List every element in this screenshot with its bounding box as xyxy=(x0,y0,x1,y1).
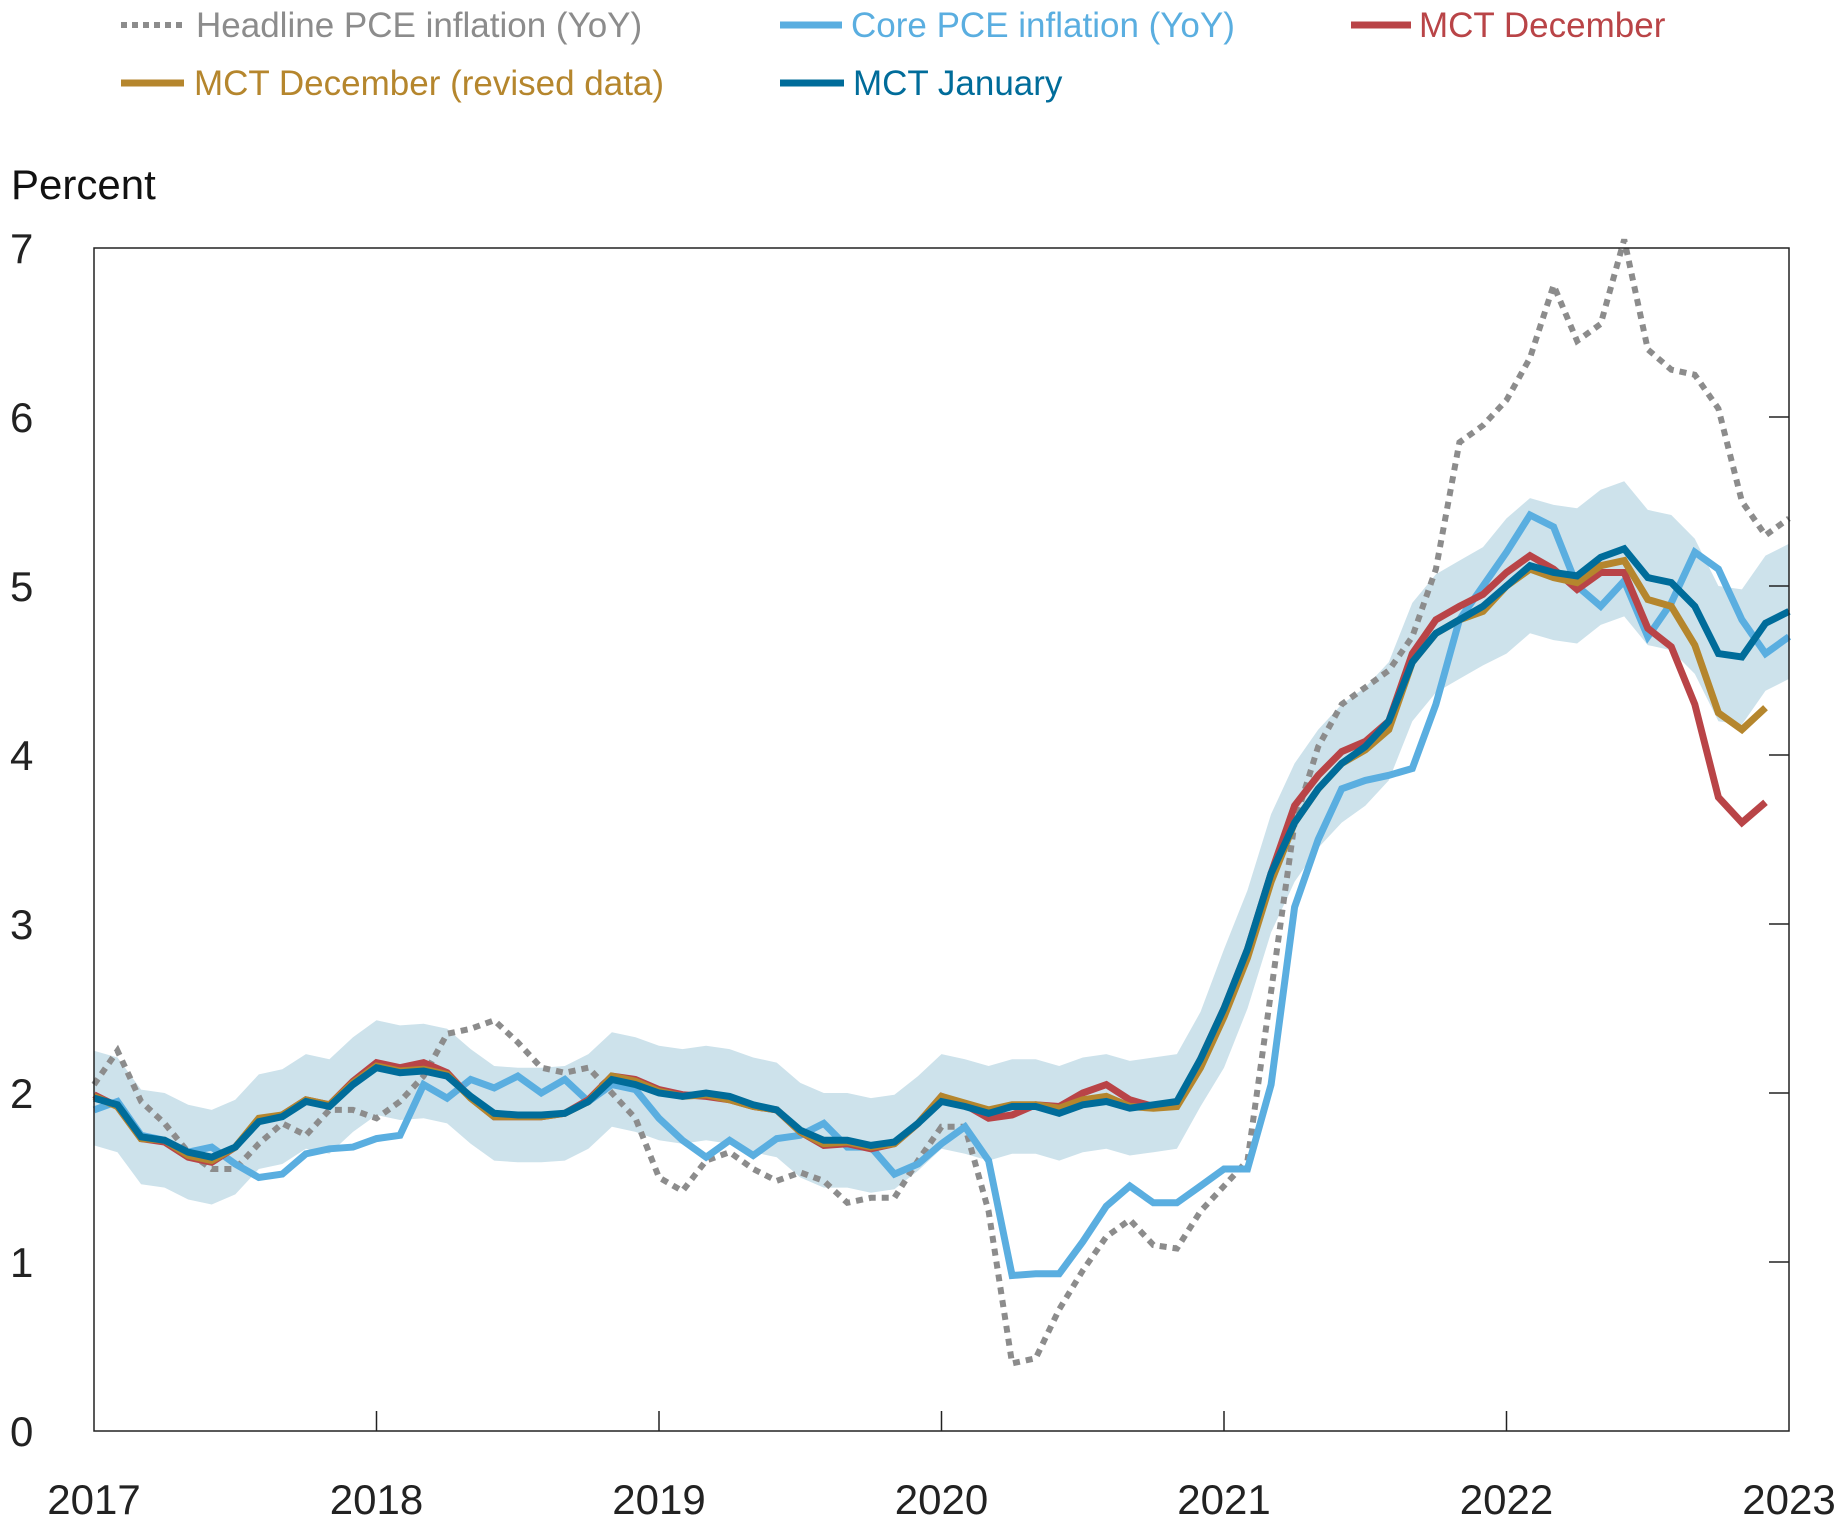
legend-item-headline: Headline PCE inflation (YoY) xyxy=(121,6,642,45)
x-tick-label: 2020 xyxy=(895,1476,988,1523)
legend-label-mct-december-revised: MCT December (revised data) xyxy=(194,64,664,103)
legend-label-headline: Headline PCE inflation (YoY) xyxy=(196,6,642,45)
x-tick-label: 2018 xyxy=(330,1476,423,1523)
legend-item-core: Core PCE inflation (YoY) xyxy=(780,6,1235,45)
y-tick-label: 2 xyxy=(10,1070,33,1117)
legend-label-mct-december: MCT December xyxy=(1419,6,1666,45)
series-mct-january-line xyxy=(93,544,1791,1161)
legend-item-mct-january: MCT January xyxy=(780,64,1063,103)
y-tick-label: 0 xyxy=(10,1408,33,1455)
legend-item-mct-december-revised: MCT December (revised data) xyxy=(121,64,664,103)
axes xyxy=(93,247,1790,1432)
y-axis-label: Percent xyxy=(11,161,156,208)
legend-label-core: Core PCE inflation (YoY) xyxy=(851,6,1235,45)
series-core-pce-line xyxy=(92,510,1792,1280)
x-tick-label: 2023 xyxy=(1742,1476,1835,1523)
legend-item-mct-december: MCT December xyxy=(1351,6,1666,45)
y-tick-label: 3 xyxy=(10,901,33,948)
x-tick-label: 2022 xyxy=(1460,1476,1553,1523)
series-headline-pce-line xyxy=(91,238,1791,1368)
series-layer xyxy=(91,238,1792,1368)
y-tick-label: 7 xyxy=(10,225,33,272)
plot-frame xyxy=(93,247,1790,1432)
legend: Headline PCE inflation (YoY) Core PCE in… xyxy=(121,6,1666,103)
y-ticks: 0 1 2 3 4 5 6 7 xyxy=(10,225,1789,1455)
y-tick-label: 4 xyxy=(10,732,33,779)
y-tick-label: 5 xyxy=(10,563,33,610)
x-ticks: 2017 2018 2019 2020 2021 2022 2023 xyxy=(47,1411,1836,1523)
x-tick-label: 2019 xyxy=(612,1476,705,1523)
y-tick-label: 6 xyxy=(10,394,33,441)
x-tick-label: 2017 xyxy=(47,1476,140,1523)
legend-label-mct-january: MCT January xyxy=(853,64,1063,103)
x-tick-label: 2021 xyxy=(1177,1476,1270,1523)
y-tick-label: 1 xyxy=(10,1239,33,1286)
